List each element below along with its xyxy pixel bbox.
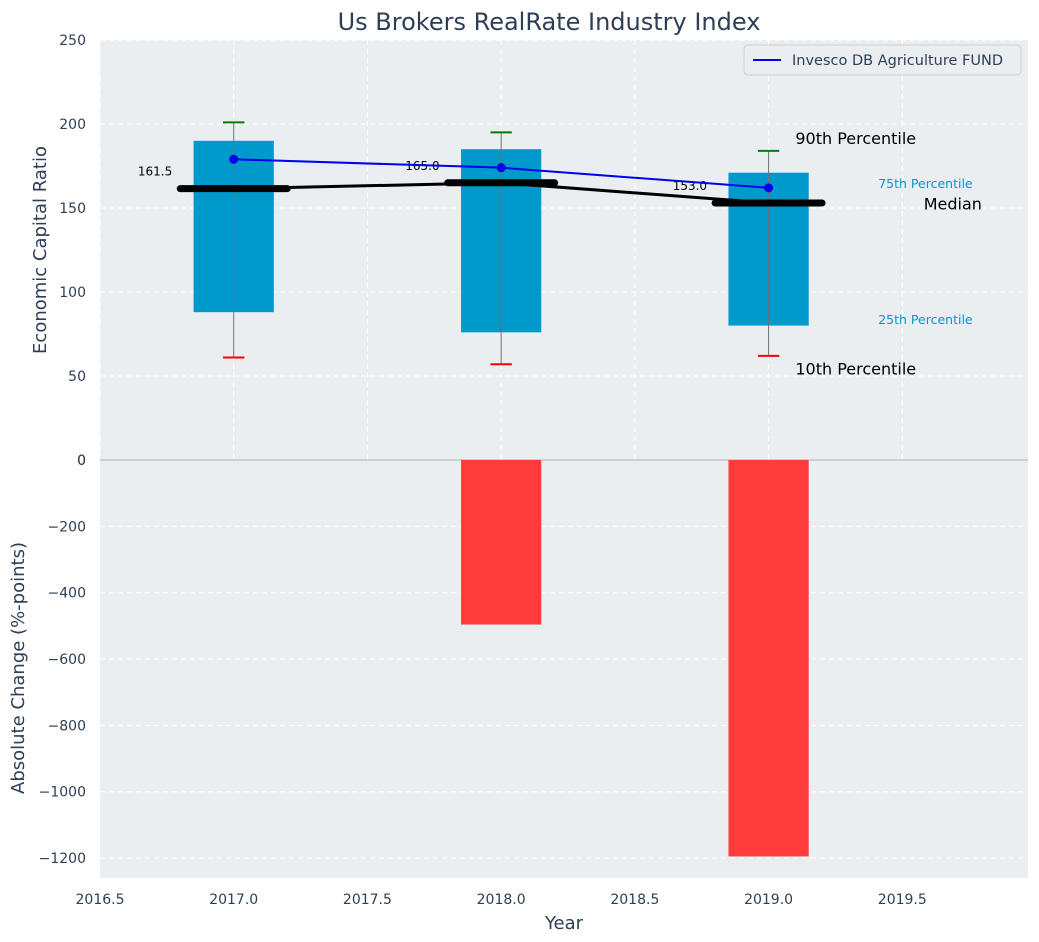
bottom-plot-area (100, 460, 1028, 878)
fund-series-point (764, 183, 774, 193)
legend-label-fund: Invesco DB Agriculture FUND (792, 53, 1003, 69)
top-ylabel: Economic Capital Ratio (30, 146, 51, 354)
annotation-median: Median (924, 195, 982, 214)
bottom-y-tick-label: −600 (48, 652, 86, 668)
bottom-y-tick-label: −1200 (39, 851, 86, 867)
bottom-panel: 2016.5 2017.0 2017.5 2018.0 2018.5 2019.0 2019… (39, 453, 1028, 908)
x-tick-label: 2019.5 (878, 892, 927, 908)
legend-box (743, 44, 1022, 76)
bottom-y-tick-label: −400 (48, 586, 86, 602)
bottom-ylabel: Absolute Change (%-points) (8, 542, 29, 794)
x-tick-label: 2016.5 (76, 892, 125, 908)
x-tick-label: 2018.0 (477, 892, 526, 908)
x-axis-label: Year (544, 913, 584, 934)
top-y-tick-label: 250 (59, 33, 86, 49)
top-y-tick-label: 200 (59, 117, 86, 133)
x-tick-label: 2017.0 (209, 892, 258, 908)
chart-title: Us Brokers RealRate Industry Index (338, 8, 761, 36)
fund-series-point (229, 154, 239, 164)
bottom-y-tick-label: −800 (48, 718, 86, 734)
top-y-tick-label: 50 (68, 369, 86, 385)
x-tick-label: 2017.5 (343, 892, 392, 908)
x-tick-label: 2019.0 (744, 892, 793, 908)
top-y-tick-label: 150 (59, 201, 86, 217)
fund-series-point (496, 163, 506, 173)
annotation-10th-percentile: 10th Percentile (795, 359, 916, 378)
bottom-y-tick-label: 0 (77, 453, 86, 469)
top-y-tick-label: 100 (59, 285, 86, 301)
median-value-label: 161.5 (138, 165, 172, 179)
legend[interactable]: Invesco DB Agriculture FUND (743, 44, 1022, 76)
change-bar (461, 460, 542, 625)
x-tick-label: 2018.5 (610, 892, 659, 908)
annotation-75th-percentile: 75th Percentile (878, 176, 973, 191)
bottom-y-tick-label: −1000 (39, 785, 86, 801)
annotation-25th-percentile: 25th Percentile (878, 312, 973, 327)
top-y-tick-label: 0 (77, 453, 86, 469)
annotation-90th-percentile: 90th Percentile (795, 129, 916, 148)
bottom-y-tick-label: −200 (48, 519, 86, 535)
change-bar (728, 460, 809, 857)
